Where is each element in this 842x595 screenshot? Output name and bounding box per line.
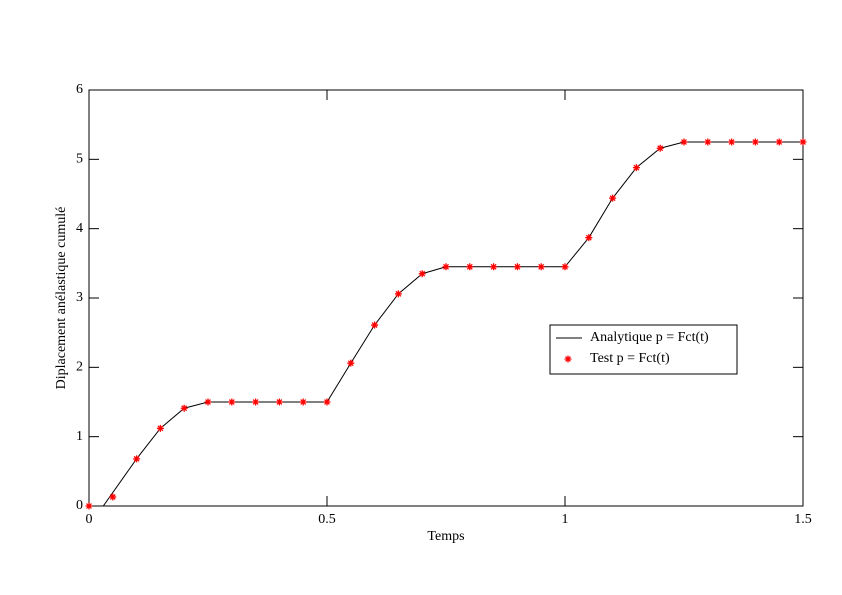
x-tick-label: 0: [86, 512, 93, 527]
x-axis-label: Temps: [427, 529, 464, 544]
data-point: [252, 398, 260, 406]
x-tick-label: 1: [562, 512, 569, 527]
data-point: [513, 263, 521, 271]
data-point: [204, 398, 212, 406]
data-point: [133, 455, 141, 463]
data-point: [537, 263, 545, 271]
data-line: [89, 141, 803, 507]
legend-label: Analytique p = Fct(t): [590, 330, 709, 345]
y-tick-label: 1: [76, 429, 83, 444]
x-tick-label: 0.5: [318, 512, 336, 527]
data-point: [466, 263, 474, 271]
y-tick-label: 2: [76, 360, 83, 375]
data-point: [704, 138, 712, 146]
data-point: [180, 404, 188, 412]
data-point: [656, 144, 664, 152]
data-point: [275, 398, 283, 406]
data-point: [228, 398, 236, 406]
data-point: [323, 398, 331, 406]
plot-frame: [88, 89, 804, 507]
legend-box: [549, 324, 738, 375]
legend-marker: [564, 355, 572, 363]
data-point: [418, 270, 426, 278]
x-tick-label: 1.5: [794, 512, 812, 527]
data-point: [751, 138, 759, 146]
y-tick-label: 3: [76, 290, 83, 305]
data-point: [394, 290, 402, 298]
data-point: [561, 263, 569, 271]
data-point: [632, 164, 640, 172]
data-point: [85, 502, 93, 510]
legend-label: Test p = Fct(t): [590, 351, 670, 366]
data-point: [299, 398, 307, 406]
data-point: [585, 234, 593, 242]
y-axis-label: Diplacement anélastique cumulé: [54, 207, 69, 390]
data-point: [609, 194, 617, 202]
y-tick-label: 0: [76, 498, 83, 513]
data-point: [371, 321, 379, 329]
data-point: [775, 138, 783, 146]
data-point: [442, 263, 450, 271]
data-point: [347, 359, 355, 367]
data-point: [728, 138, 736, 146]
y-tick-label: 6: [76, 82, 83, 97]
y-tick-label: 4: [76, 221, 83, 236]
data-point: [490, 263, 498, 271]
data-point: [799, 138, 807, 146]
data-point: [109, 493, 117, 501]
y-tick-label: 5: [76, 152, 83, 167]
data-point: [156, 424, 164, 432]
data-point: [680, 138, 688, 146]
